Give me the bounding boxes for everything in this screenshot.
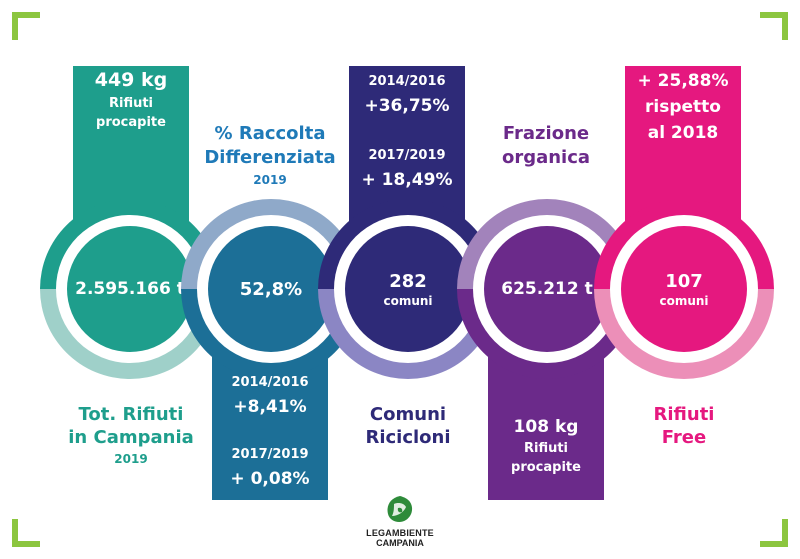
corner-top-left-v xyxy=(12,12,18,40)
col4-bottom-label2: procapite xyxy=(511,460,581,475)
col1-top-label: Rifiuti xyxy=(108,96,154,111)
col4-bottom-label: Rifiuti xyxy=(523,441,569,456)
logo: LEGAMBIENTE CAMPANIA xyxy=(360,494,440,554)
col1-top-label2: procapite xyxy=(96,115,166,130)
circle-col2: 52,8% xyxy=(208,226,334,352)
circle-col1-value: 2.595.166 t xyxy=(75,279,185,299)
circle-col3-value: 282 xyxy=(389,270,427,292)
circle-col4: 625.212 t xyxy=(484,226,610,352)
corner-top-left xyxy=(12,12,40,18)
corner-bottom-right xyxy=(760,541,788,547)
logo-line1: LEGAMBIENTE xyxy=(366,528,434,538)
col1-title-line2: in Campania xyxy=(68,427,194,448)
corner-bottom-left-v xyxy=(12,519,18,547)
col1-title-year: 2019 xyxy=(114,452,148,466)
col2-title-line1: % Raccolta xyxy=(214,123,326,144)
col5-top-line1: + 25,88% xyxy=(637,71,729,91)
corner-top-right-v xyxy=(782,12,788,40)
col4-title-line1: Frazione xyxy=(502,123,590,144)
col3-top-value1: +36,75% xyxy=(364,96,450,116)
col2-bottom-value1: +8,41% xyxy=(233,397,307,417)
circle-col5-unit: comuni xyxy=(659,293,709,308)
col3-title-line2: Ricicloni xyxy=(365,427,451,448)
col4-bottom-value: 108 kg xyxy=(513,417,579,437)
col1-top-value: 449 kg xyxy=(94,69,168,91)
col5-title-line1: Rifiuti xyxy=(653,404,715,425)
col3-title-line1: Comuni xyxy=(369,404,447,425)
col3-top-period2: 2017/2019 xyxy=(368,148,446,163)
circle-col3: 282 comuni xyxy=(345,226,471,352)
circle-col4-value: 625.212 t xyxy=(501,279,593,299)
circle-col2-value: 52,8% xyxy=(239,278,303,300)
col4-title-line2: organica xyxy=(501,147,591,168)
corner-bottom-left xyxy=(12,541,40,547)
corner-bottom-right-v xyxy=(782,519,788,547)
circle-col5: 107 comuni xyxy=(621,226,747,352)
circle-col1: 2.595.166 t xyxy=(67,226,193,352)
col1-title-line1: Tot. Rifiuti xyxy=(78,404,184,425)
col5-top-line2: rispetto xyxy=(645,97,721,117)
col5-top-line3: al 2018 xyxy=(647,123,719,143)
leaf-logo-icon xyxy=(387,496,413,522)
col2-bottom-value2: + 0,08% xyxy=(230,469,310,489)
col2-bottom-period1: 2014/2016 xyxy=(231,375,309,390)
circle-col5-value: 107 xyxy=(665,270,703,292)
col2-title-line2: Differenziata xyxy=(204,147,336,168)
col3-top-value2: + 18,49% xyxy=(361,170,453,190)
col2-bottom-period2: 2017/2019 xyxy=(231,447,309,462)
col3-top-period1: 2014/2016 xyxy=(368,74,446,89)
col5-title-line2: Free xyxy=(661,427,707,448)
col2-title-year: 2019 xyxy=(253,173,287,187)
logo-line2: CAMPANIA xyxy=(376,538,424,548)
circle-col3-unit: comuni xyxy=(383,293,433,308)
corner-top-right xyxy=(760,12,788,18)
